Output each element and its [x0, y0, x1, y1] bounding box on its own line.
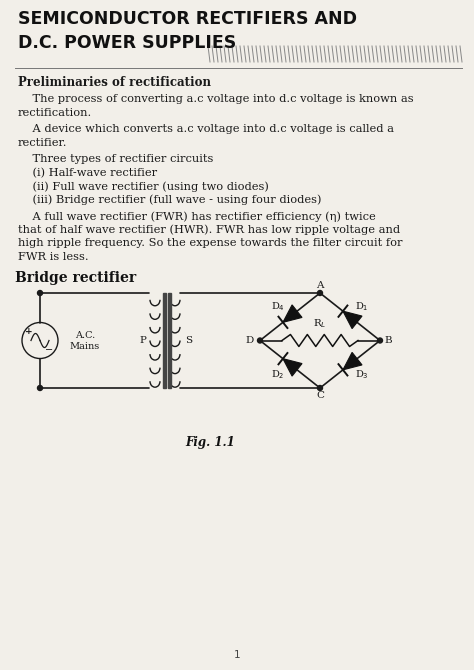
Text: S: S [185, 336, 192, 345]
Text: Bridge rectifier: Bridge rectifier [15, 271, 136, 285]
Text: B: B [384, 336, 392, 345]
Text: FWR is less.: FWR is less. [18, 251, 89, 261]
Text: A: A [316, 281, 324, 290]
Text: A full wave rectifier (FWR) has rectifier efficiency (η) twice: A full wave rectifier (FWR) has rectifie… [18, 211, 376, 222]
Polygon shape [283, 358, 302, 376]
Text: Preliminaries of rectification: Preliminaries of rectification [18, 76, 211, 89]
Polygon shape [343, 311, 362, 328]
Text: A device which converts a.c voltage into d.c voltage is called a: A device which converts a.c voltage into… [18, 124, 394, 134]
Text: that of half wave rectifier (HWR). FWR has low ripple voltage and: that of half wave rectifier (HWR). FWR h… [18, 224, 400, 235]
Text: The process of converting a.c voltage into d.c voltage is known as: The process of converting a.c voltage in… [18, 94, 414, 104]
Text: high ripple frequency. So the expense towards the filter circuit for: high ripple frequency. So the expense to… [18, 238, 402, 248]
Text: SEMICONDUCTOR RECTIFIERS AND: SEMICONDUCTOR RECTIFIERS AND [18, 10, 357, 28]
Text: D: D [246, 336, 254, 345]
Circle shape [318, 291, 322, 295]
Text: D$_2$: D$_2$ [271, 368, 285, 381]
Circle shape [377, 338, 383, 343]
Circle shape [318, 385, 322, 391]
Text: (ii) Full wave rectifier (using two diodes): (ii) Full wave rectifier (using two diod… [18, 181, 269, 192]
Text: D$_3$: D$_3$ [355, 368, 369, 381]
Text: 1: 1 [234, 650, 240, 660]
Text: R$_L$: R$_L$ [313, 318, 327, 330]
Text: D.C. POWER SUPPLIES: D.C. POWER SUPPLIES [18, 34, 236, 52]
Text: A.C.
Mains: A.C. Mains [70, 330, 100, 351]
Text: D$_4$: D$_4$ [271, 300, 285, 313]
Text: rectifier.: rectifier. [18, 137, 67, 147]
Text: (iii) Bridge rectifier (full wave - using four diodes): (iii) Bridge rectifier (full wave - usin… [18, 194, 321, 205]
Text: −: − [45, 344, 53, 354]
Text: (i) Half-wave rectifier: (i) Half-wave rectifier [18, 168, 157, 178]
Circle shape [37, 385, 43, 391]
Text: C: C [316, 391, 324, 400]
Polygon shape [283, 305, 302, 322]
Text: D$_1$: D$_1$ [355, 300, 369, 313]
Text: Fig. 1.1: Fig. 1.1 [185, 436, 235, 449]
Circle shape [37, 291, 43, 295]
Text: P: P [139, 336, 146, 345]
Polygon shape [343, 352, 362, 370]
Circle shape [257, 338, 263, 343]
Bar [163, 293, 166, 388]
Text: rectification.: rectification. [18, 107, 92, 117]
Text: +: + [25, 326, 33, 336]
Text: Three types of rectifier circuits: Three types of rectifier circuits [18, 154, 213, 164]
Bar [168, 293, 171, 388]
